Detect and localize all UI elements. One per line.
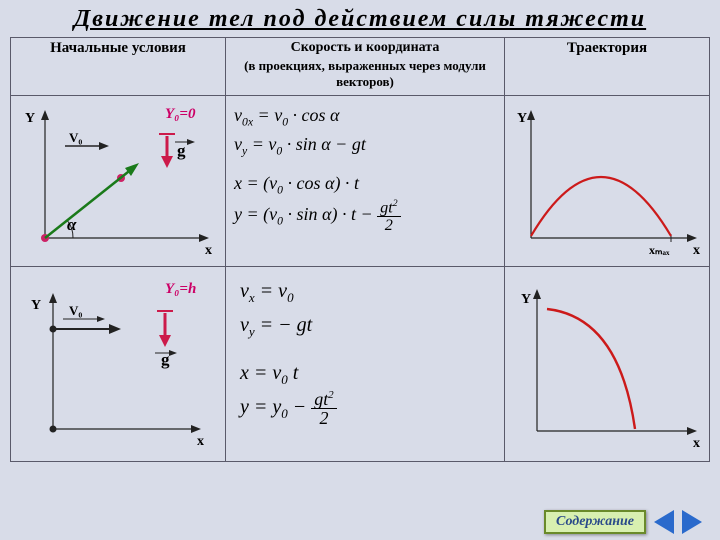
y0h-label: Y₀=h [165,281,196,297]
header-velocity: Скорость и координата (в проекциях, выра… [226,38,505,96]
svg-text:x: x [693,436,700,451]
svg-text:Y: Y [521,292,531,307]
header-velocity-l1: Скорость и координата [230,40,500,56]
g-label: g [177,141,186,160]
row1-initial-diagram: Y₀=0 Y x V₀ [15,98,221,264]
y0-label: Y₀=0 [165,106,196,122]
x-axis-label: x [205,243,212,258]
svg-text:x: x [197,434,204,449]
contents-button[interactable]: Содержание [544,510,646,534]
nav-prev-icon[interactable] [654,510,674,534]
eq-v0x: v0x = v0 · cos α [234,102,496,131]
svg-text:xₘₐₓ: xₘₐₓ [649,243,670,257]
svg-text:Y: Y [517,111,527,126]
row2-initial-cell: Y₀=h Y x V₀ g [11,267,226,462]
page-title: Движение тел под действием силы тяжести [0,0,720,37]
eq2-vx: vx = v0 [240,275,490,309]
row2-initial-diagram: Y₀=h Y x V₀ g [15,269,221,459]
row2-trajectory-cell: Y x [505,267,710,462]
row1-trajectory: Y x xₘₐₓ [509,98,705,264]
eq2-y: y = y0 − gt22 [240,390,490,427]
eq2-x: x = v0 t [240,357,490,391]
svg-text:V₀: V₀ [69,303,82,318]
main-table: Начальные условия Скорость и координата … [10,37,710,462]
header-trajectory: Траектория [505,38,710,96]
eq2-vy: vy = − gt [240,309,490,343]
v0-label: V₀ [69,130,82,145]
nav-next-icon[interactable] [682,510,702,534]
header-initial: Начальные условия [11,38,226,96]
row1-initial-cell: Y₀=0 Y x V₀ [11,96,226,267]
row2-equations: vx = v0 vy = − gt x = v0 t y = y0 − gt22 [226,267,505,462]
footer-nav: Содержание [544,510,702,534]
alpha-label: α [67,215,77,234]
svg-text:Y: Y [31,298,41,313]
eq-y: y = (v0 · sin α) · t − gt22 [234,199,496,233]
row1-trajectory-cell: Y x xₘₐₓ [505,96,710,267]
eq-vy: vy = v0 · sin α − gt [234,131,496,160]
row2-trajectory: Y x [509,269,705,459]
y-axis-label: Y [25,111,35,126]
row1-equations: v0x = v0 · cos α vy = v0 · sin α − gt x … [226,96,505,267]
eq-x: x = (v0 · cos α) · t [234,170,496,199]
header-velocity-l2: (в проекциях, выраженных через модули ве… [230,58,500,90]
svg-text:x: x [693,243,700,258]
